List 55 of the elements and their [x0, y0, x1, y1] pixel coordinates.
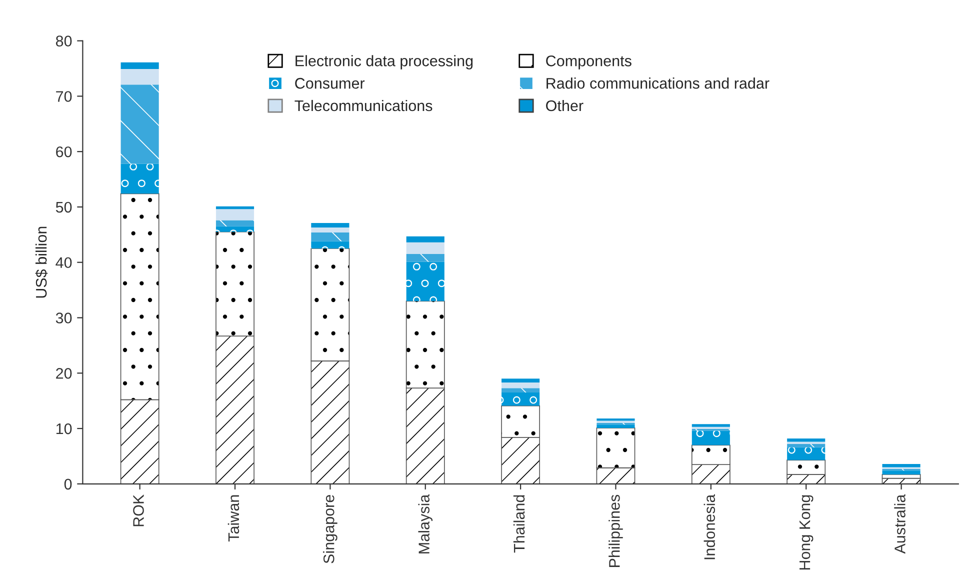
- bar: [692, 430, 730, 446]
- x-tick-label: Australia: [894, 494, 906, 554]
- bar: [406, 254, 444, 262]
- bar: [311, 223, 350, 228]
- y-tick-label: 60: [56, 146, 72, 158]
- bar: [216, 209, 254, 220]
- x-tick-label: ROK: [133, 494, 144, 526]
- bar: [120, 62, 159, 70]
- bar: [787, 444, 826, 448]
- legend-label: Other: [546, 100, 584, 112]
- bar: [692, 424, 730, 427]
- y-tick-label: 40: [56, 257, 72, 268]
- legend-label: Telecommunications: [294, 100, 432, 112]
- y-axis-title: US$ billion: [35, 226, 48, 298]
- x-tick-label: Philippines: [608, 494, 623, 567]
- bar: [120, 164, 159, 194]
- y-tick-label: 80: [56, 36, 72, 46]
- x-tick-label: Taiwan: [228, 495, 240, 542]
- y-tick-label: 70: [56, 91, 72, 102]
- bar: [406, 242, 444, 254]
- bar: [216, 206, 254, 210]
- bar: [406, 262, 444, 302]
- legend-label: Components: [546, 56, 632, 70]
- x-tick-label: Singapore: [323, 494, 338, 564]
- bar: [216, 226, 254, 232]
- legend-label: Radio communications and radar: [546, 78, 770, 89]
- bar: [787, 438, 826, 442]
- bar: [216, 220, 254, 226]
- bar: [502, 392, 540, 406]
- x-tick-label: Malaysia: [418, 494, 432, 554]
- bar: [502, 378, 540, 383]
- y-tick-label: 10: [56, 423, 72, 434]
- bar: [502, 382, 540, 388]
- bar: [787, 447, 826, 460]
- bar: [692, 426, 730, 430]
- bar: [120, 84, 159, 164]
- legend-label: Electronic data processing: [296, 55, 473, 70]
- y-tick-label: 20: [56, 368, 72, 379]
- y-tick-label: 0: [64, 478, 72, 490]
- bar: [502, 388, 540, 393]
- bar: [406, 236, 444, 242]
- bar: [311, 227, 350, 232]
- x-tick-label: Hong Kong: [800, 495, 814, 570]
- legend-label: Consumer: [295, 78, 365, 89]
- x-tick-label: Thailand: [513, 495, 525, 553]
- bar: [311, 241, 350, 249]
- bar: [882, 464, 920, 468]
- bar: [311, 232, 350, 242]
- y-tick-label: 50: [56, 202, 72, 213]
- bar: [787, 442, 826, 444]
- y-tick-label: 30: [56, 312, 72, 324]
- x-tick-label: Indonesia: [704, 494, 716, 560]
- bar: [596, 424, 635, 428]
- bar: [882, 470, 920, 474]
- bar: [120, 69, 159, 85]
